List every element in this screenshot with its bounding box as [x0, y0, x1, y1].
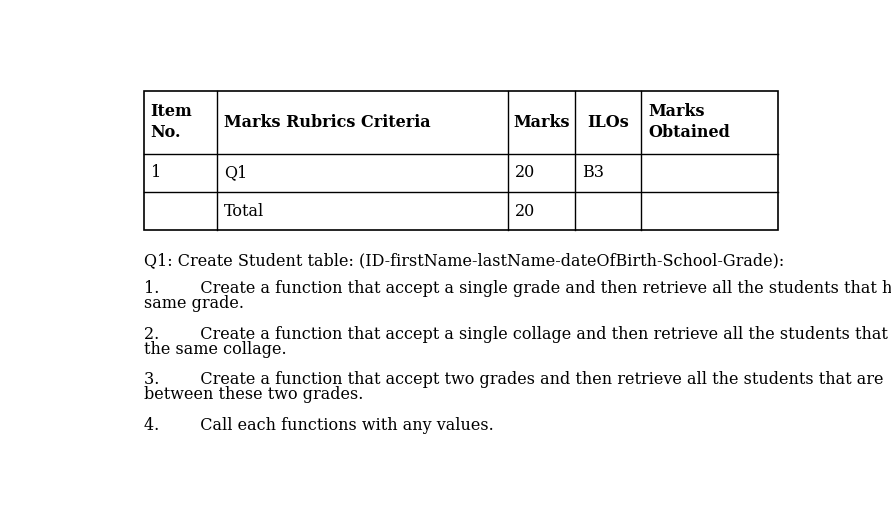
- Text: Q1: Q1: [224, 165, 247, 181]
- Text: 3.        Create a function that accept two grades and then retrieve all the stu: 3. Create a function that accept two gra…: [143, 371, 883, 388]
- Text: 1.        Create a function that accept a single grade and then retrieve all the: 1. Create a function that accept a singl…: [143, 280, 891, 297]
- Text: Marks
Obtained: Marks Obtained: [649, 103, 731, 141]
- Text: B3: B3: [582, 165, 604, 181]
- Text: between these two grades.: between these two grades.: [143, 387, 364, 403]
- Text: same grade.: same grade.: [143, 296, 244, 312]
- Text: Marks: Marks: [513, 114, 570, 131]
- Text: 20: 20: [515, 165, 535, 181]
- Text: Q1: Create Student table: (ID-firstName-lastName-dateOfBirth-School-Grade):: Q1: Create Student table: (ID-firstName-…: [143, 253, 784, 269]
- Text: Total: Total: [224, 203, 264, 220]
- Text: 4.        Call each functions with any values.: 4. Call each functions with any values.: [143, 417, 494, 434]
- Bar: [143, 91, 778, 231]
- Text: Item
No.: Item No.: [151, 103, 192, 141]
- Text: the same collage.: the same collage.: [143, 341, 286, 358]
- Text: ILOs: ILOs: [587, 114, 629, 131]
- Text: 2.        Create a function that accept a single collage and then retrieve all t: 2. Create a function that accept a singl…: [143, 325, 891, 343]
- Text: 1: 1: [151, 165, 161, 181]
- Text: Marks Rubrics Criteria: Marks Rubrics Criteria: [224, 114, 430, 131]
- Text: 20: 20: [515, 203, 535, 220]
